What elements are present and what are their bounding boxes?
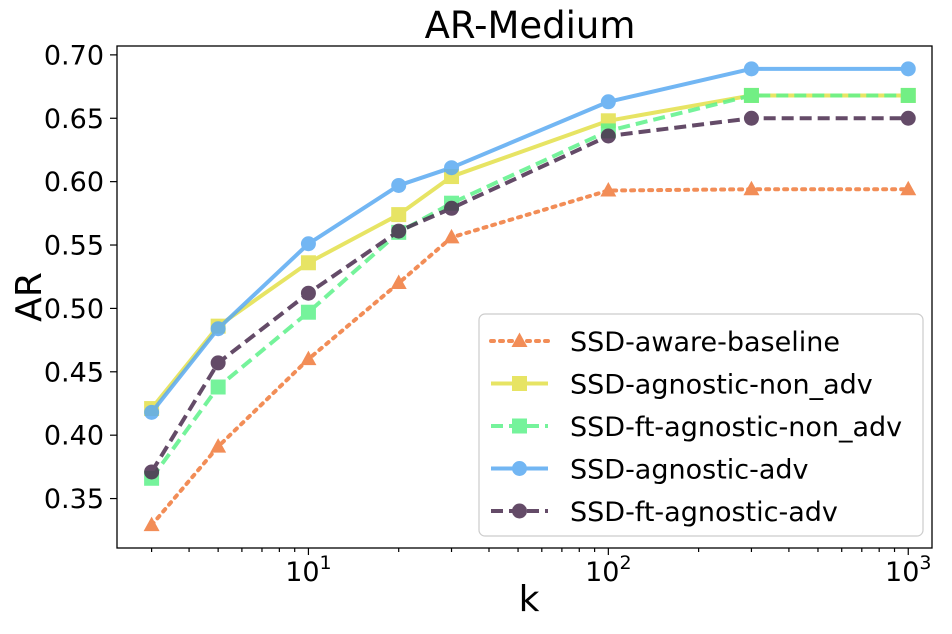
legend-marker <box>511 332 528 347</box>
y-tick-label: 0.45 <box>44 357 104 388</box>
y-axis: 0.35 0.40 0.45 0.50 0.55 0.60 0.65 0.70 <box>44 40 117 515</box>
legend-entry: SSD-agnostic-adv <box>491 455 809 486</box>
data-point <box>144 404 160 420</box>
data-point <box>300 304 316 320</box>
data-point <box>900 180 917 196</box>
data-point <box>444 200 460 216</box>
legend-marker <box>512 503 527 519</box>
plot-frame <box>116 45 933 549</box>
series-4 <box>144 61 916 420</box>
legend: SSD-aware-baseline SSD-agnostic-non_adv SS… <box>478 313 924 537</box>
legend-label: SSD-aware-baseline <box>570 327 840 358</box>
x-axis-label: k <box>519 579 540 620</box>
legend-label: SSD-ft-agnostic-non_adv <box>570 412 902 443</box>
chart-title: AR-Medium <box>425 4 636 47</box>
legend-marker <box>512 461 527 476</box>
series-1 <box>143 180 917 532</box>
y-tick-label: 0.55 <box>44 231 104 262</box>
y-tick-label: 0.35 <box>44 484 104 515</box>
x-tick-label: 102 <box>585 552 631 588</box>
data-point <box>390 274 407 290</box>
x-tick-label: 103 <box>885 552 931 588</box>
data-point <box>444 160 460 176</box>
legend-entry: SSD-agnostic-non_adv <box>491 370 873 401</box>
x-tick-label: 101 <box>285 552 331 588</box>
data-point <box>900 61 916 77</box>
data-point <box>300 350 317 366</box>
data-point <box>391 177 407 193</box>
data-point <box>210 321 226 337</box>
y-tick-label: 0.70 <box>44 40 104 71</box>
x-axis: 101 102 103 <box>151 548 931 588</box>
data-point <box>300 285 316 301</box>
data-point <box>900 110 916 126</box>
data-point <box>210 355 226 371</box>
y-tick-label: 0.60 <box>44 167 104 198</box>
legend-marker <box>512 418 527 434</box>
data-point <box>600 128 616 144</box>
data-point <box>210 438 227 453</box>
data-point <box>900 87 916 103</box>
legend-label: SSD-agnostic-non_adv <box>570 370 873 401</box>
y-tick-label: 0.40 <box>44 421 104 452</box>
data-point <box>300 255 316 271</box>
data-point <box>743 180 760 196</box>
legend-label: SSD-ft-agnostic-adv <box>570 497 838 528</box>
legend-entry: SSD-aware-baseline <box>489 327 840 358</box>
y-axis-label: AR <box>9 272 50 322</box>
legend-label: SSD-agnostic-adv <box>570 455 809 486</box>
data-point <box>144 464 160 480</box>
legend-swatch <box>491 461 548 476</box>
legend-swatch <box>491 503 548 519</box>
y-tick-label: 0.65 <box>44 104 104 135</box>
series-line <box>149 187 911 528</box>
legend-marker <box>512 376 527 391</box>
data-point <box>391 223 407 239</box>
data-point <box>743 110 759 126</box>
data-point <box>300 236 316 252</box>
data-point <box>210 379 226 395</box>
legend-entry: SSD-ft-agnostic-adv <box>491 497 838 528</box>
legend-swatch <box>489 332 550 347</box>
data-point <box>443 228 460 244</box>
legend-swatch <box>491 376 548 391</box>
series-line <box>149 116 909 473</box>
data-point <box>743 61 759 77</box>
data-point <box>743 87 759 103</box>
data-point <box>600 94 616 110</box>
series-5 <box>144 110 916 480</box>
series-line <box>150 66 909 414</box>
legend-entry: SSD-ft-agnostic-non_adv <box>491 412 902 443</box>
legend-swatch <box>491 418 548 434</box>
y-tick-label: 0.50 <box>44 294 104 325</box>
legend-box <box>478 313 924 537</box>
data-point <box>391 207 407 223</box>
plot-area <box>143 61 917 532</box>
data-point <box>600 182 617 197</box>
data-point <box>143 516 160 532</box>
